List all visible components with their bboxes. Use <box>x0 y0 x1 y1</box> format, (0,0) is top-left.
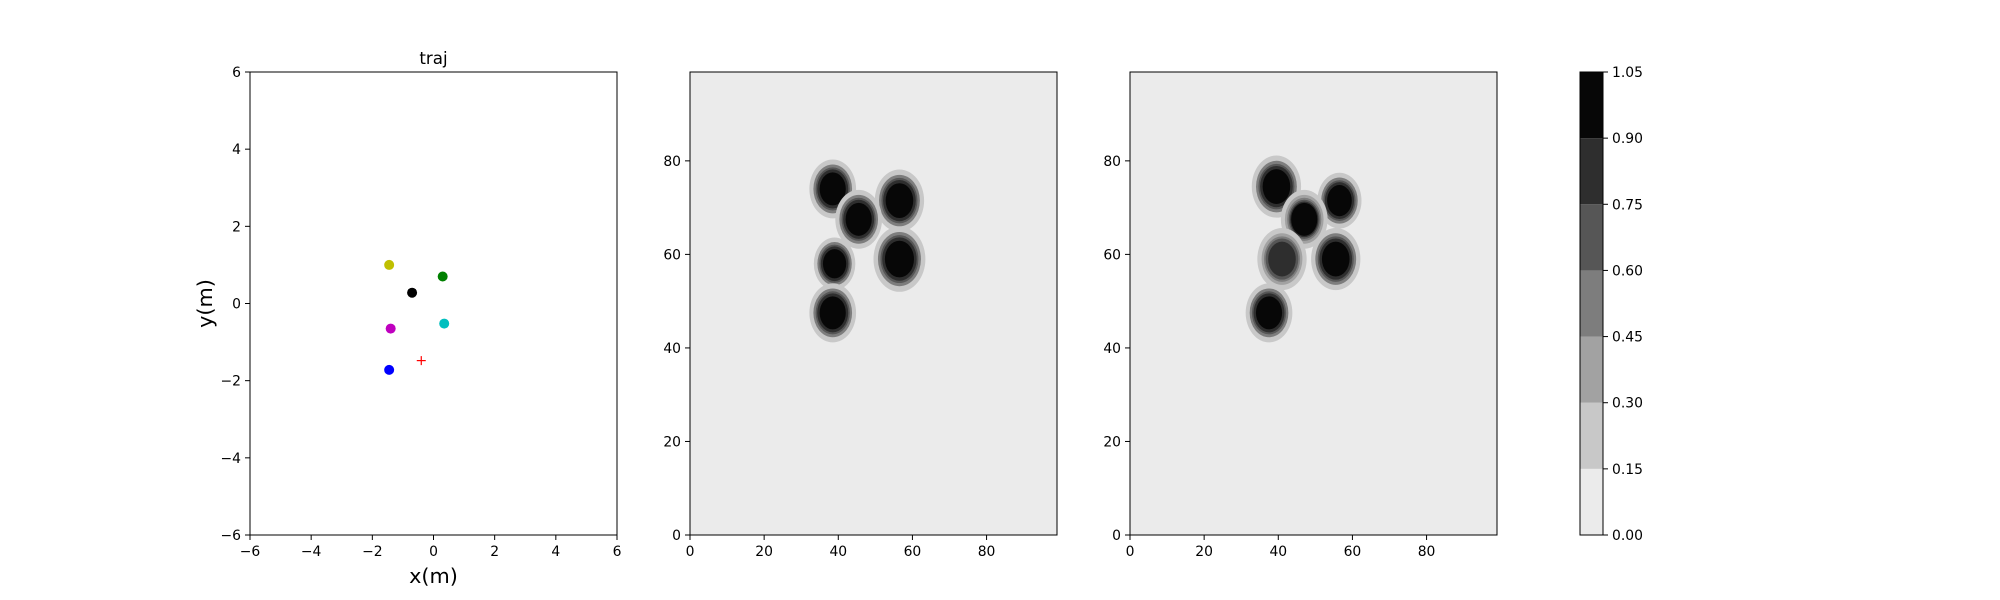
trajectory-y-tick-label: −6 <box>221 528 241 544</box>
robot-position-point <box>384 364 395 375</box>
colorbar-ticks: 0.00 0.15 0.30 0.45 0.60 0.75 0.90 1.05 <box>1603 65 1643 544</box>
robot-position-point <box>384 259 395 270</box>
trajectory-y-tick-label: −2 <box>221 374 241 390</box>
robot-position-point <box>407 287 418 298</box>
map1-background <box>690 72 1057 535</box>
colorbar-band <box>1580 138 1603 205</box>
obstacle-blob <box>1317 172 1362 229</box>
map1-y-tick-label: 40 <box>663 341 681 357</box>
map2-x-tick-label: 20 <box>1195 544 1213 560</box>
colorbar-band <box>1580 336 1603 403</box>
map2-y-tick-label: 0 <box>1112 528 1121 544</box>
robot-position-point <box>437 271 448 282</box>
colorbar-band <box>1580 402 1603 469</box>
map1-y-tick-label: 20 <box>663 434 681 450</box>
obstacle-blob <box>1280 189 1328 249</box>
map2-y-ticks: 0 20 40 60 80 <box>1103 154 1130 544</box>
map2-x-tick-label: 40 <box>1269 544 1287 560</box>
trajectory-x-tick-label: 6 <box>613 544 622 560</box>
estimated-map-panel: 0 20 40 60 80 0 20 40 60 80 <box>1103 71 1498 560</box>
trajectory-x-tick-label: −6 <box>240 544 260 560</box>
trajectory-y-tick-label: 0 <box>232 297 241 313</box>
obstacle-blob <box>873 226 926 292</box>
trajectory-y-ticks: −6 −4 −2 0 2 4 6 <box>221 65 250 544</box>
colorbar-tick-label: 0.30 <box>1612 396 1643 412</box>
trajectory-x-tick-label: 0 <box>429 544 438 560</box>
map1-x-tick-label: 0 <box>686 544 695 560</box>
map1-x-tick-label: 40 <box>829 544 847 560</box>
obstacle-blob <box>813 237 856 290</box>
map2-frame <box>1129 71 1498 536</box>
trajectory-title: traj <box>419 48 447 68</box>
map2-y-tick-label: 20 <box>1103 434 1121 450</box>
trajectory-x-tick-label: −2 <box>362 544 382 560</box>
map2-x-tick-label: 60 <box>1344 544 1362 560</box>
x-axis-label: x(m) <box>409 564 458 588</box>
map1-y-ticks: 0 20 40 60 80 <box>663 154 690 544</box>
colorbar-tick-label: 0.15 <box>1612 462 1643 478</box>
y-axis-label: y(m) <box>193 279 217 328</box>
robot-position-point <box>385 323 396 334</box>
robot-position-point <box>439 318 450 329</box>
ground-truth-map-panel: 0 20 40 60 80 0 20 40 60 80 <box>663 71 1058 560</box>
map2-y-tick-label: 40 <box>1103 341 1121 357</box>
trajectory-plot-area <box>249 71 618 536</box>
map1-y-tick-label: 0 <box>672 528 681 544</box>
map1-x-ticks: 0 20 40 60 80 <box>686 535 996 560</box>
trajectory-panel: −6 −4 −2 0 2 4 6 −6 −4 −2 0 2 4 6 traj x(m) y(m) <box>193 48 621 588</box>
trajectory-x-tick-label: −4 <box>301 544 322 560</box>
colorbar-band <box>1580 468 1603 535</box>
colorbar-tick-label: 1.05 <box>1612 65 1643 81</box>
map1-x-tick-label: 20 <box>755 544 773 560</box>
colorbar-tick-label: 0.00 <box>1612 528 1643 544</box>
colorbar-frame <box>1579 71 1604 536</box>
colorbar: 0.00 0.15 0.30 0.45 0.60 0.75 0.90 1.05 <box>1579 65 1643 544</box>
map2-y-tick-label: 60 <box>1103 247 1121 263</box>
obstacle-blob <box>1245 283 1293 343</box>
map2-background <box>1130 72 1497 535</box>
map2-x-ticks: 0 20 40 60 80 <box>1126 535 1436 560</box>
trajectory-y-tick-label: 4 <box>232 142 241 158</box>
colorbar-bands <box>1580 72 1603 535</box>
obstacle-blob <box>1311 227 1361 291</box>
obstacle-blob <box>874 169 925 232</box>
map2-blobs <box>1245 155 1362 343</box>
map1-x-tick-label: 60 <box>904 544 922 560</box>
map2-x-tick-label: 0 <box>1126 544 1135 560</box>
trajectory-y-tick-label: 6 <box>232 65 241 81</box>
trajectory-points <box>384 259 450 375</box>
obstacle-blob <box>1257 227 1307 291</box>
colorbar-band <box>1580 204 1603 271</box>
map1-blobs <box>809 159 926 343</box>
colorbar-tick-label: 0.90 <box>1612 131 1643 147</box>
trajectory-y-tick-label: 2 <box>232 219 241 235</box>
map1-frame <box>689 71 1058 536</box>
colorbar-band <box>1580 270 1603 337</box>
colorbar-tick-label: 0.75 <box>1612 197 1643 213</box>
map2-y-tick-label: 80 <box>1103 154 1121 170</box>
map1-y-tick-label: 60 <box>663 247 681 263</box>
obstacle-blob <box>809 283 857 343</box>
colorbar-band <box>1580 72 1603 139</box>
colorbar-tick-label: 0.60 <box>1612 263 1643 279</box>
map2-x-tick-label: 80 <box>1418 544 1436 560</box>
target-marker <box>416 356 426 366</box>
trajectory-x-ticks: −6 −4 −2 0 2 4 6 <box>240 535 622 560</box>
trajectory-y-tick-label: −4 <box>221 451 242 467</box>
map1-y-tick-label: 80 <box>663 154 681 170</box>
obstacle-blob <box>835 189 883 249</box>
trajectory-x-tick-label: 4 <box>551 544 560 560</box>
trajectory-x-tick-label: 2 <box>490 544 499 560</box>
colorbar-tick-label: 0.45 <box>1612 330 1643 346</box>
map1-x-tick-label: 80 <box>978 544 996 560</box>
